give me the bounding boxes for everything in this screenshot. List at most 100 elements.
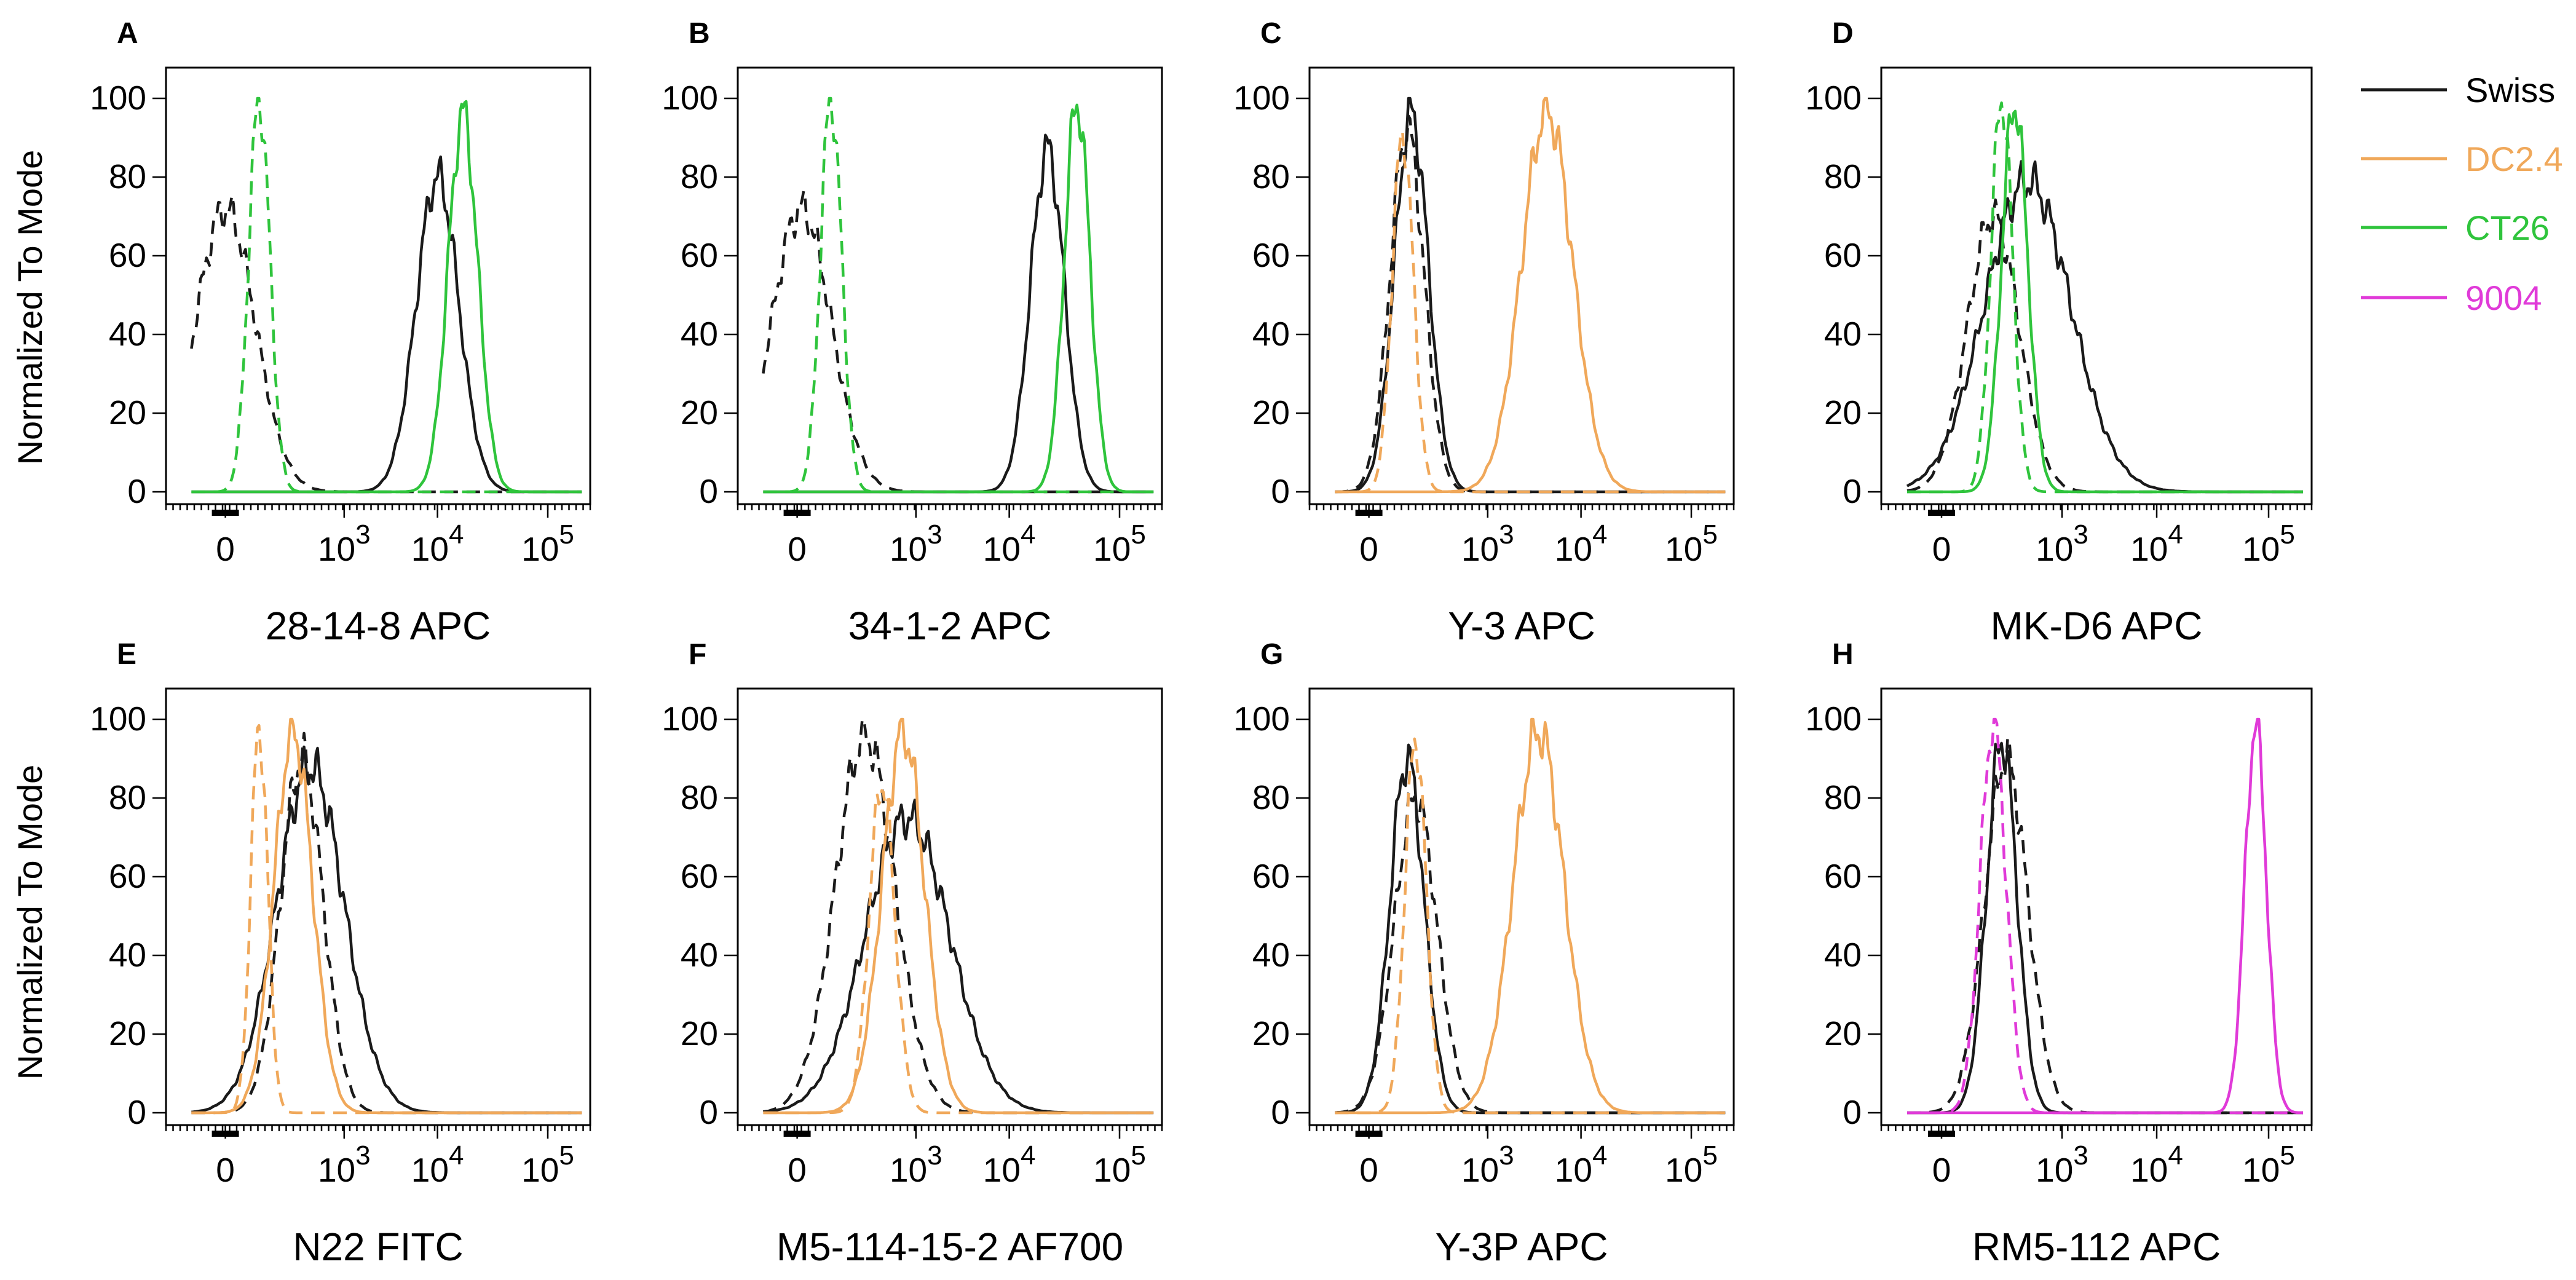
x-tick-label-g-1: 103 xyxy=(1461,1140,1514,1189)
panel-e: E 0 20 40 60 80 100 0 103 104 105 N22 FITC xyxy=(90,638,591,1269)
panel-d: D 0 20 40 60 80 100 0 103 104 105 MK-D6 APC xyxy=(1805,17,2313,648)
x-tick-label-h-1: 103 xyxy=(2036,1140,2088,1189)
curve-h-9004-dashed xyxy=(1907,717,2303,1115)
x-tick-label-f-0: 0 xyxy=(788,1151,807,1189)
y-tick-label-h-40: 40 xyxy=(1824,936,1862,974)
x-tick-label-g-2: 104 xyxy=(1555,1140,1608,1189)
x-tick-label-a-2: 104 xyxy=(411,520,464,568)
plot-frame-b xyxy=(737,66,1163,505)
y-tick-label-c-40: 40 xyxy=(1252,315,1290,353)
y-tick-label-e-40: 40 xyxy=(109,936,146,974)
x-tick-label-g-0: 0 xyxy=(1359,1151,1378,1189)
y-tick-label-d-60: 60 xyxy=(1824,236,1862,274)
y-tick-label-e-100: 100 xyxy=(90,700,146,738)
curve-b-ct26-solid xyxy=(763,103,1154,494)
plot-frame-h xyxy=(1880,687,2313,1126)
y-tick-label-f-40: 40 xyxy=(681,936,718,974)
panel-h: H 0 20 40 60 80 100 0 103 104 105 RM5-112 APC xyxy=(1805,638,2313,1269)
plot-frame-f xyxy=(737,687,1163,1126)
y-tick-label-c-20: 20 xyxy=(1252,393,1290,432)
y-tick-label-h-0: 0 xyxy=(1843,1093,1862,1131)
y-tick-label-g-40: 40 xyxy=(1252,936,1290,974)
y-tick-label-g-0: 0 xyxy=(1271,1093,1290,1131)
y-tick-label-c-100: 100 xyxy=(1233,79,1290,117)
y-tick-label-f-60: 60 xyxy=(681,857,718,895)
y-tick-label-b-20: 20 xyxy=(681,393,718,432)
x-axis-label-h: RM5-112 APC xyxy=(1972,1225,2221,1269)
x-tick-label-d-0: 0 xyxy=(1932,530,1951,568)
x-tick-label-f-3: 105 xyxy=(1093,1140,1146,1189)
y-tick-label-c-80: 80 xyxy=(1252,157,1290,196)
y-tick-label-b-100: 100 xyxy=(662,79,718,117)
y-tick-label-b-60: 60 xyxy=(681,236,718,274)
y-tick-label-e-60: 60 xyxy=(109,857,146,895)
curve-g-dc24-solid xyxy=(1335,717,1726,1115)
y-tick-label-g-100: 100 xyxy=(1233,700,1290,738)
x-tick-label-e-0: 0 xyxy=(216,1151,235,1189)
y-tick-label-g-60: 60 xyxy=(1252,857,1290,895)
plot-frame-a xyxy=(165,66,591,505)
x-tick-label-d-3: 105 xyxy=(2242,520,2295,568)
curve-d-ct26-solid xyxy=(1907,109,2303,494)
panel-letter-h: H xyxy=(1832,638,1854,671)
x-tick-label-b-1: 103 xyxy=(890,520,942,568)
y-tick-label-d-40: 40 xyxy=(1824,315,1862,353)
x-tick-label-f-1: 103 xyxy=(890,1140,942,1189)
y-tick-label-d-80: 80 xyxy=(1824,157,1862,196)
y-tick-label-h-80: 80 xyxy=(1824,778,1862,816)
y-tick-label-d-0: 0 xyxy=(1843,472,1862,510)
x-tick-label-d-1: 103 xyxy=(2036,520,2088,568)
y-tick-label-h-20: 20 xyxy=(1824,1014,1862,1053)
curve-a-ct26-dashed xyxy=(191,97,582,494)
legend-label-dc24: DC2.4 xyxy=(2465,140,2563,178)
panel-letter-e: E xyxy=(117,638,136,671)
x-axis-label-f: M5-114-15-2 AF700 xyxy=(776,1225,1123,1269)
y-tick-label-a-20: 20 xyxy=(109,393,146,432)
panel-g: G 0 20 40 60 80 100 0 103 104 105 Y-3P APC xyxy=(1233,638,1735,1269)
x-tick-label-h-2: 104 xyxy=(2130,1140,2183,1189)
curve-g-dc24-dashed xyxy=(1335,737,1726,1115)
legend-label-swiss: Swiss xyxy=(2465,71,2555,109)
y-tick-label-b-40: 40 xyxy=(681,315,718,353)
y-tick-label-d-100: 100 xyxy=(1805,79,1862,117)
y-tick-label-e-20: 20 xyxy=(109,1014,146,1053)
panel-b: B 0 20 40 60 80 100 0 103 104 105 34-1-2 APC xyxy=(662,17,1163,648)
panel-letter-d: D xyxy=(1832,17,1854,50)
x-tick-label-e-1: 103 xyxy=(318,1140,371,1189)
y-tick-label-d-20: 20 xyxy=(1824,393,1862,432)
y-tick-label-b-80: 80 xyxy=(681,157,718,196)
panel-letter-f: F xyxy=(689,638,706,671)
x-tick-label-b-2: 104 xyxy=(983,520,1036,568)
legend: Swiss DC2.4 CT26 9004 xyxy=(2361,71,2563,317)
curve-c-dc24-dashed xyxy=(1335,130,1726,494)
legend-label-ct26: CT26 xyxy=(2465,208,2550,247)
y-tick-label-a-80: 80 xyxy=(109,157,146,196)
y-axis-label-bottom: Normalized To Mode xyxy=(10,765,49,1080)
panel-c: C 0 20 40 60 80 100 0 103 104 105 Y-3 APC xyxy=(1233,17,1735,648)
y-tick-label-h-60: 60 xyxy=(1824,857,1862,895)
curve-e-dc24-solid xyxy=(191,717,582,1115)
panel-letter-g: G xyxy=(1260,638,1283,671)
curve-d-swiss-dashed xyxy=(1906,198,2303,494)
legend-label-9004: 9004 xyxy=(2465,279,2542,317)
y-tick-label-f-0: 0 xyxy=(699,1093,718,1131)
y-tick-label-f-80: 80 xyxy=(681,778,718,816)
y-tick-label-b-0: 0 xyxy=(699,472,718,510)
x-tick-label-h-3: 105 xyxy=(2242,1140,2295,1189)
y-tick-label-a-60: 60 xyxy=(109,236,146,274)
x-tick-label-b-3: 105 xyxy=(1093,520,1146,568)
curve-f-swiss-dashed xyxy=(763,717,1154,1115)
y-tick-label-f-20: 20 xyxy=(681,1014,718,1053)
y-tick-label-h-100: 100 xyxy=(1805,700,1862,738)
y-tick-label-g-80: 80 xyxy=(1252,778,1290,816)
panel-a: A 0 20 40 60 80 100 0 103 104 105 28-14-8 APC xyxy=(90,17,591,648)
x-axis-label-g: Y-3P APC xyxy=(1435,1225,1608,1269)
x-axis-label-d: MK-D6 APC xyxy=(1991,604,2203,648)
x-tick-label-g-3: 105 xyxy=(1665,1140,1718,1189)
x-axis-label-c: Y-3 APC xyxy=(1448,604,1595,648)
curve-f-swiss-solid xyxy=(763,798,1154,1115)
curve-a-swiss-dashed xyxy=(190,194,582,494)
x-tick-label-e-2: 104 xyxy=(411,1140,464,1189)
x-tick-label-d-2: 104 xyxy=(2130,520,2183,568)
y-axis-label-top: Normalized To Mode xyxy=(10,150,49,465)
